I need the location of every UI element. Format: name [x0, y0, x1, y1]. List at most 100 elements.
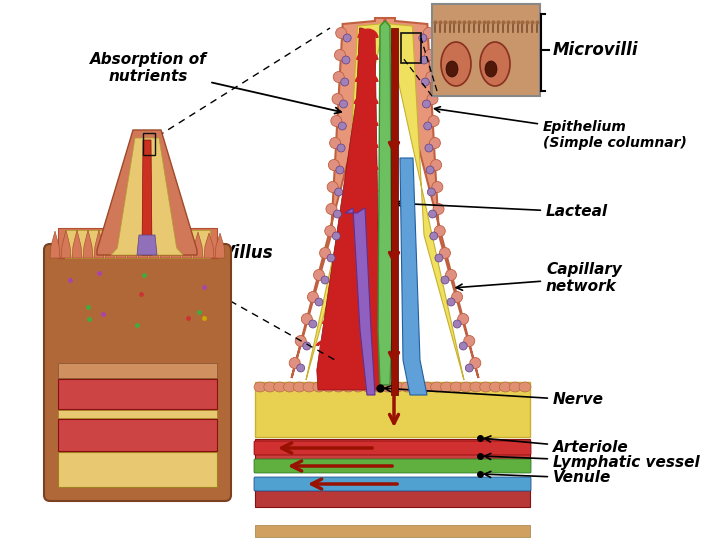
Ellipse shape: [485, 61, 497, 77]
Ellipse shape: [465, 364, 473, 372]
Bar: [255, 439, 530, 467]
Bar: [58, 419, 217, 451]
Text: Microvilli: Microvilli: [553, 41, 639, 59]
Polygon shape: [400, 158, 427, 395]
Ellipse shape: [425, 144, 433, 152]
Ellipse shape: [421, 382, 433, 392]
Ellipse shape: [289, 357, 300, 368]
Bar: [58, 379, 217, 409]
Ellipse shape: [464, 335, 474, 347]
Polygon shape: [50, 231, 60, 258]
Ellipse shape: [401, 382, 413, 392]
Text: Lacteal: Lacteal: [395, 200, 608, 219]
Ellipse shape: [293, 382, 305, 392]
Ellipse shape: [342, 382, 354, 392]
Bar: [432, 4, 540, 96]
Ellipse shape: [433, 204, 444, 214]
Ellipse shape: [480, 382, 492, 392]
Polygon shape: [138, 230, 148, 258]
FancyBboxPatch shape: [254, 459, 531, 473]
Ellipse shape: [432, 181, 443, 192]
Text: Absorption of
nutrients: Absorption of nutrients: [89, 52, 341, 113]
Ellipse shape: [342, 56, 350, 64]
Bar: [255, 479, 530, 507]
Ellipse shape: [446, 269, 456, 280]
Ellipse shape: [430, 232, 438, 240]
Text: Nerve: Nerve: [384, 386, 604, 408]
Ellipse shape: [343, 34, 351, 42]
Polygon shape: [83, 230, 93, 258]
FancyBboxPatch shape: [44, 244, 231, 501]
Ellipse shape: [425, 50, 436, 60]
Ellipse shape: [458, 314, 469, 325]
Ellipse shape: [332, 93, 343, 105]
Ellipse shape: [297, 364, 305, 372]
Ellipse shape: [423, 28, 434, 38]
Ellipse shape: [274, 382, 286, 392]
Ellipse shape: [330, 138, 341, 148]
Ellipse shape: [321, 276, 329, 284]
Ellipse shape: [460, 382, 472, 392]
Ellipse shape: [327, 254, 335, 262]
Polygon shape: [94, 230, 104, 258]
Ellipse shape: [441, 42, 471, 86]
Bar: [58, 363, 217, 378]
Bar: [58, 452, 217, 487]
Ellipse shape: [426, 71, 437, 83]
Ellipse shape: [338, 122, 346, 130]
Ellipse shape: [480, 42, 510, 86]
Ellipse shape: [426, 166, 434, 174]
Polygon shape: [215, 233, 225, 258]
Polygon shape: [306, 21, 464, 380]
Bar: [401, 33, 421, 63]
Text: Venule: Venule: [485, 470, 611, 485]
Ellipse shape: [431, 382, 443, 392]
Ellipse shape: [333, 71, 344, 83]
Bar: [255, 382, 530, 437]
Bar: [255, 489, 530, 497]
Polygon shape: [292, 18, 479, 378]
Ellipse shape: [429, 138, 441, 148]
Ellipse shape: [284, 382, 295, 392]
Ellipse shape: [323, 382, 335, 392]
Ellipse shape: [411, 382, 423, 392]
Ellipse shape: [326, 204, 337, 214]
Ellipse shape: [446, 61, 458, 77]
Polygon shape: [182, 232, 192, 258]
Ellipse shape: [352, 382, 364, 392]
Polygon shape: [204, 233, 214, 258]
Ellipse shape: [519, 382, 531, 392]
Text: Arteriole: Arteriole: [485, 436, 629, 456]
Ellipse shape: [470, 382, 482, 392]
Ellipse shape: [313, 382, 325, 392]
Polygon shape: [149, 230, 159, 258]
Polygon shape: [105, 230, 115, 258]
Ellipse shape: [428, 210, 436, 218]
Ellipse shape: [431, 159, 441, 171]
Bar: [143, 133, 155, 155]
Ellipse shape: [307, 292, 318, 302]
Ellipse shape: [500, 382, 511, 392]
Ellipse shape: [333, 210, 341, 218]
Ellipse shape: [392, 382, 403, 392]
Bar: [65, 230, 210, 258]
Polygon shape: [345, 208, 375, 395]
Ellipse shape: [441, 276, 449, 284]
Ellipse shape: [362, 382, 374, 392]
Ellipse shape: [459, 342, 467, 350]
Ellipse shape: [327, 181, 338, 192]
Polygon shape: [111, 138, 183, 255]
Ellipse shape: [427, 93, 438, 105]
Polygon shape: [317, 28, 380, 390]
Ellipse shape: [264, 382, 276, 392]
Ellipse shape: [450, 382, 462, 392]
Ellipse shape: [336, 28, 346, 38]
Text: Lymphatic vessel: Lymphatic vessel: [485, 454, 700, 469]
Polygon shape: [116, 230, 126, 258]
Polygon shape: [171, 231, 181, 258]
Polygon shape: [72, 230, 82, 258]
Ellipse shape: [382, 382, 394, 392]
Ellipse shape: [453, 320, 461, 328]
Ellipse shape: [420, 56, 428, 64]
Polygon shape: [193, 232, 203, 258]
